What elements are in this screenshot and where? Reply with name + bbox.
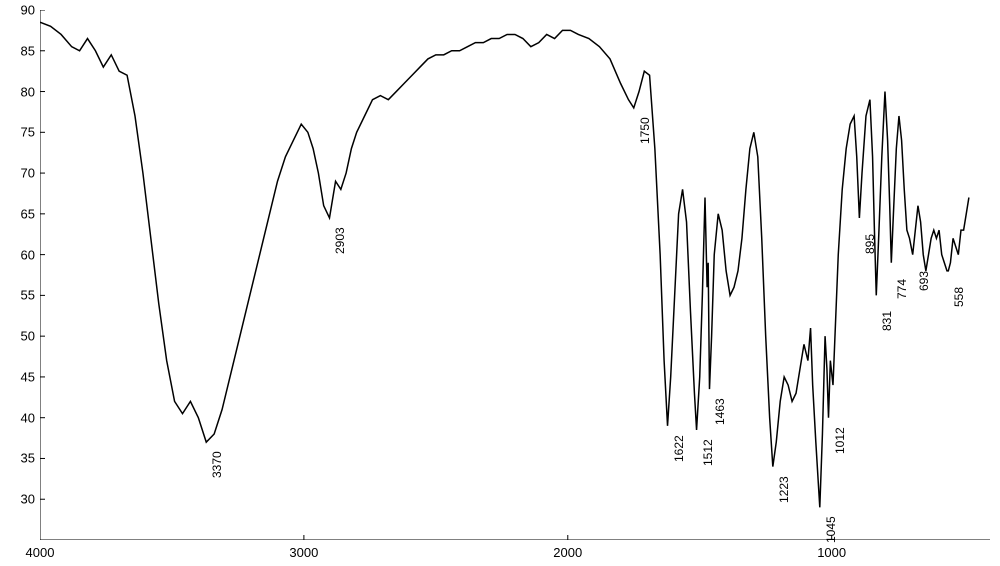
- y-tick-label: 55: [5, 288, 35, 303]
- x-tick-label: 1000: [817, 545, 846, 560]
- y-tick-label: 75: [5, 125, 35, 140]
- y-tick-label: 70: [5, 166, 35, 181]
- peak-label: 693: [917, 271, 931, 291]
- y-tick-label: 45: [5, 369, 35, 384]
- peak-label: 774: [895, 279, 909, 299]
- peak-label: 1045: [824, 517, 838, 544]
- peak-label: 895: [863, 234, 877, 254]
- x-tick-label: 3000: [289, 545, 318, 560]
- y-tick-label: 80: [5, 84, 35, 99]
- spectrum-line-svg: [40, 10, 990, 540]
- peak-label: 1750: [638, 117, 652, 144]
- y-tick-label: 85: [5, 43, 35, 58]
- y-tick-label: 65: [5, 206, 35, 221]
- x-tick-label: 2000: [553, 545, 582, 560]
- plot-area: [40, 10, 990, 540]
- x-tick-label: 4000: [26, 545, 55, 560]
- ir-spectrum-chart: 30 35 40 45 50 55 60 65 70 75 80 85 90 4000 3000 2000 1…: [0, 0, 1000, 566]
- y-tick-label: 90: [5, 3, 35, 18]
- y-tick-label: 30: [5, 492, 35, 507]
- y-tick-label: 50: [5, 329, 35, 344]
- spectrum-trace: [40, 22, 969, 507]
- peak-label: 1512: [701, 439, 715, 466]
- peak-label: 1012: [833, 427, 847, 454]
- peak-label: 558: [952, 287, 966, 307]
- peak-label: 831: [880, 311, 894, 331]
- peak-label: 2903: [333, 227, 347, 254]
- peak-label: 1463: [713, 398, 727, 425]
- y-tick-label: 40: [5, 410, 35, 425]
- peak-label: 1223: [777, 476, 791, 503]
- peak-label: 3370: [210, 451, 224, 478]
- peak-label: 1622: [672, 435, 686, 462]
- y-tick-label: 60: [5, 247, 35, 262]
- y-tick-label: 35: [5, 451, 35, 466]
